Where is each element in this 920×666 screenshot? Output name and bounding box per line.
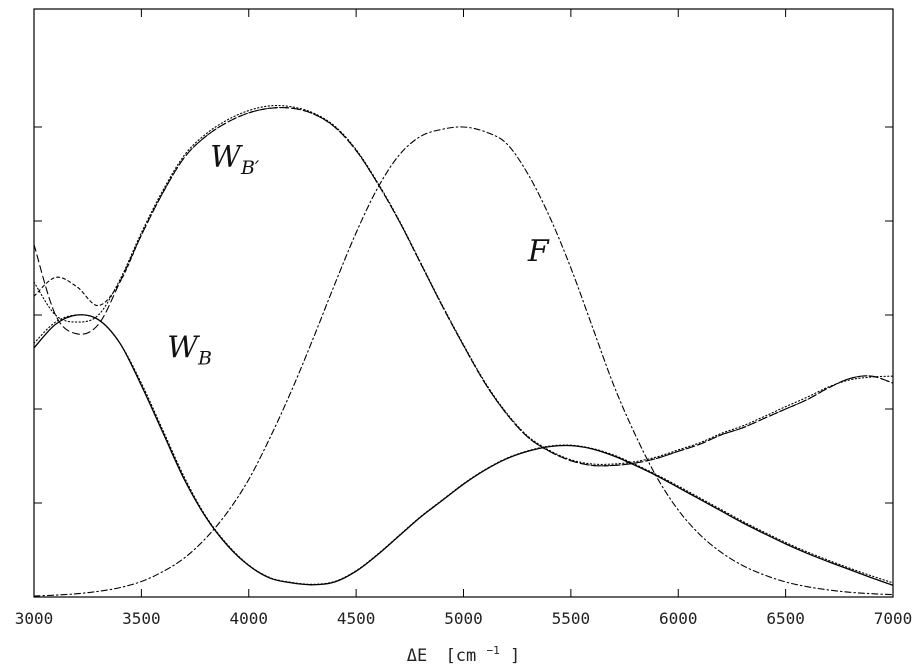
x-axis-label-unit-close: ] (510, 646, 520, 666)
series-line-3-fine-dashed (34, 107, 893, 467)
annotation-layer: WB′WBF (167, 140, 550, 369)
annotation-symbol: W (210, 140, 243, 175)
annotation-symbol: F (527, 234, 550, 269)
x-tick-label: 4000 (229, 609, 268, 628)
series-annotation-2: F (527, 234, 550, 269)
annotation-subscript: B (197, 347, 212, 369)
annotation-symbol: W (167, 330, 200, 365)
x-axis-label-symbol: ΔE (407, 646, 427, 666)
series-layer (34, 105, 893, 597)
plot-frame (33, 8, 894, 598)
x-tick-label: 3500 (122, 609, 161, 628)
x-axis-label: ΔE [cm −1 ] (407, 639, 520, 666)
series-line-2-dashed (34, 107, 893, 467)
series-annotation-1: WB (167, 330, 212, 369)
x-tick-label: 5500 (552, 609, 591, 628)
tick-layer: 3000 3500 4000 4500 5000 5500 6000 6500 7000 (15, 9, 913, 628)
x-tick-label: 6000 (659, 609, 698, 628)
x-tick-label: 3000 (15, 609, 54, 628)
series-annotation-0: WB′ (210, 140, 260, 179)
annotation-subscript: B′ (240, 157, 260, 179)
x-tick-label: 4500 (337, 609, 376, 628)
x-axis-label-unit-exponent: −1 (486, 644, 499, 657)
x-axis-label-unit: [cm (446, 646, 477, 666)
x-tick-label: 5000 (444, 609, 483, 628)
series-line-5-dash-dot (34, 126, 893, 597)
x-tick-label: 7000 (874, 609, 913, 628)
series-line-4-dotted (34, 105, 893, 465)
series-line-0-solid (34, 314, 893, 586)
series-line-1-dotted (34, 314, 893, 585)
x-tick-label: 6500 (766, 609, 805, 628)
